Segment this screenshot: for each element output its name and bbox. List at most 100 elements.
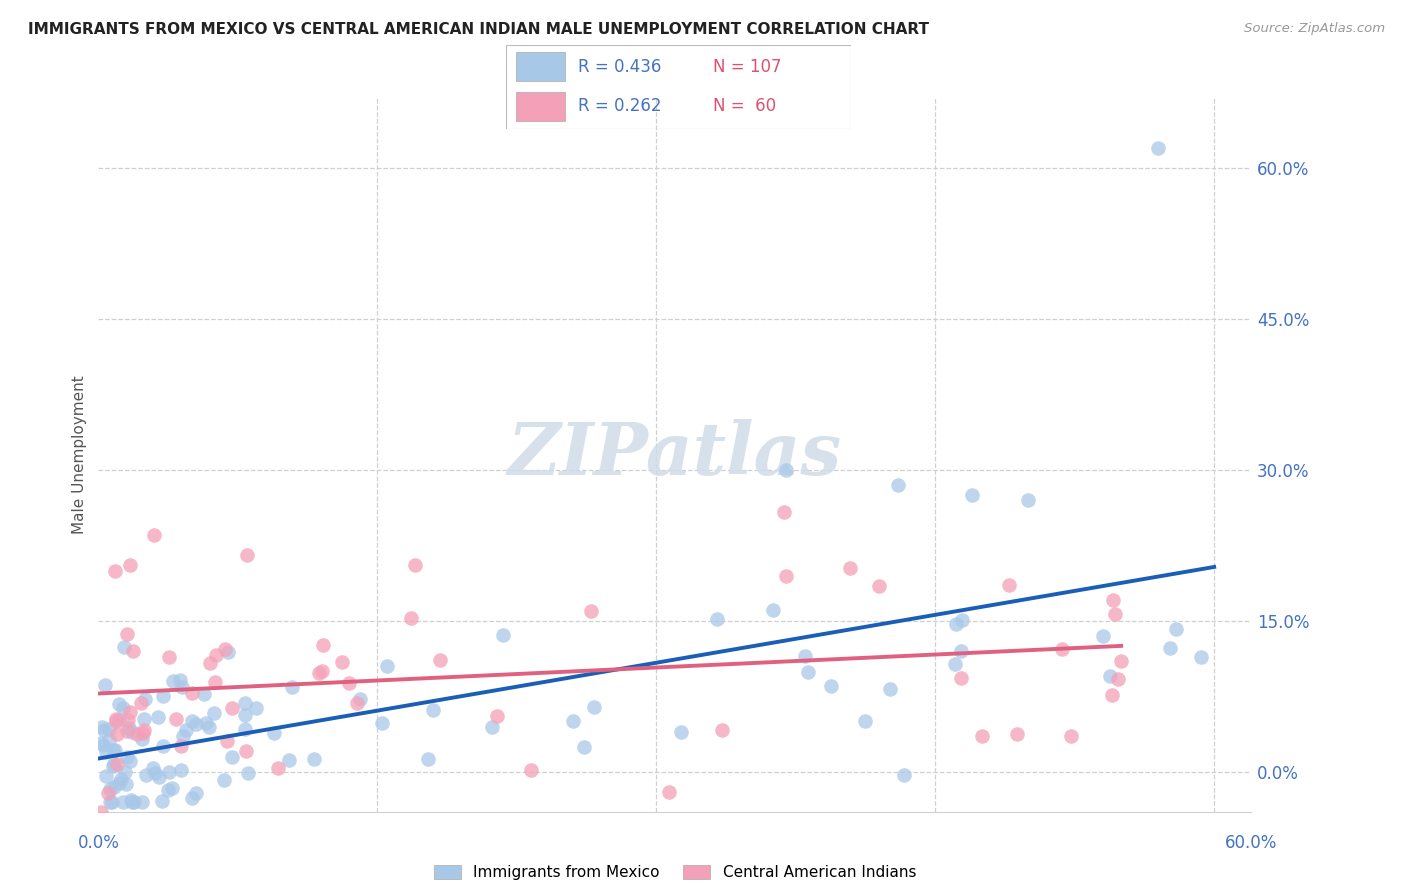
- Point: [1060, 730, 1083, 744]
- Point: [204, 675, 226, 690]
- Point: [169, 764, 191, 778]
- Point: [118, 705, 141, 719]
- Point: [233, 723, 256, 737]
- Point: [132, 726, 155, 740]
- Point: [131, 731, 153, 746]
- Point: [105, 714, 128, 728]
- Point: [181, 714, 204, 728]
- Point: [893, 768, 915, 782]
- Point: [170, 739, 193, 754]
- Point: [1101, 592, 1123, 607]
- Text: Source: ZipAtlas.com: Source: ZipAtlas.com: [1244, 22, 1385, 36]
- Point: [370, 715, 392, 730]
- Point: [399, 611, 422, 625]
- Point: [134, 692, 156, 706]
- Point: [762, 603, 785, 617]
- Point: [115, 627, 138, 641]
- Point: [579, 605, 602, 619]
- Point: [104, 564, 127, 578]
- Point: [281, 680, 304, 694]
- Point: [706, 612, 728, 626]
- Point: [134, 723, 156, 737]
- Point: [120, 558, 142, 572]
- Point: [236, 549, 259, 563]
- Point: [422, 703, 444, 717]
- Point: [233, 708, 256, 723]
- Point: [195, 716, 218, 731]
- Point: [131, 795, 153, 809]
- Point: [105, 727, 128, 741]
- Point: [121, 725, 143, 739]
- Point: [1147, 141, 1170, 155]
- Point: [103, 780, 125, 795]
- Point: [375, 659, 398, 673]
- Point: [135, 768, 157, 782]
- Point: [775, 463, 797, 477]
- Point: [267, 761, 290, 775]
- Point: [101, 743, 124, 757]
- Text: N =  60: N = 60: [713, 97, 776, 115]
- Point: [90, 736, 112, 750]
- Point: [184, 717, 207, 731]
- Point: [115, 750, 138, 764]
- Point: [148, 770, 170, 784]
- Point: [235, 744, 257, 758]
- Point: [337, 675, 360, 690]
- Point: [658, 785, 681, 799]
- Point: [156, 782, 179, 797]
- Point: [200, 656, 222, 670]
- Point: [169, 673, 191, 687]
- Point: [180, 686, 202, 700]
- FancyBboxPatch shape: [516, 92, 565, 120]
- Point: [160, 781, 183, 796]
- Point: [794, 649, 817, 664]
- Point: [945, 617, 967, 632]
- Point: [221, 750, 243, 764]
- Point: [520, 763, 543, 777]
- Point: [1091, 629, 1114, 643]
- Point: [404, 558, 426, 573]
- Point: [93, 723, 115, 737]
- Point: [263, 725, 285, 739]
- Point: [111, 701, 134, 715]
- Point: [112, 795, 135, 809]
- Text: N = 107: N = 107: [713, 58, 782, 76]
- Point: [150, 794, 173, 808]
- Text: R = 0.262: R = 0.262: [578, 97, 662, 115]
- Point: [773, 505, 796, 519]
- Point: [302, 751, 325, 765]
- Point: [91, 739, 114, 753]
- Text: R = 0.436: R = 0.436: [578, 58, 662, 76]
- Point: [143, 528, 166, 542]
- Point: [1107, 672, 1129, 686]
- Point: [349, 691, 371, 706]
- Point: [197, 720, 219, 734]
- Point: [217, 645, 239, 659]
- Point: [122, 795, 145, 809]
- Point: [108, 776, 131, 790]
- Legend: Immigrants from Mexico, Central American Indians: Immigrants from Mexico, Central American…: [427, 859, 922, 886]
- Point: [142, 761, 165, 775]
- Point: [429, 653, 451, 667]
- Point: [245, 701, 267, 715]
- Point: [162, 673, 184, 688]
- Point: [853, 714, 876, 729]
- Point: [481, 720, 503, 734]
- Point: [105, 712, 128, 726]
- Point: [217, 734, 239, 748]
- Point: [110, 772, 132, 786]
- Point: [312, 638, 335, 652]
- Point: [115, 723, 138, 738]
- Point: [120, 793, 142, 807]
- Point: [796, 665, 818, 679]
- Point: [115, 777, 138, 791]
- Point: [120, 754, 142, 768]
- Point: [107, 698, 129, 712]
- Point: [235, 696, 257, 710]
- Point: [108, 713, 131, 727]
- Point: [950, 643, 973, 657]
- Point: [486, 709, 509, 723]
- Point: [94, 745, 117, 759]
- Point: [117, 713, 139, 727]
- Point: [972, 729, 994, 743]
